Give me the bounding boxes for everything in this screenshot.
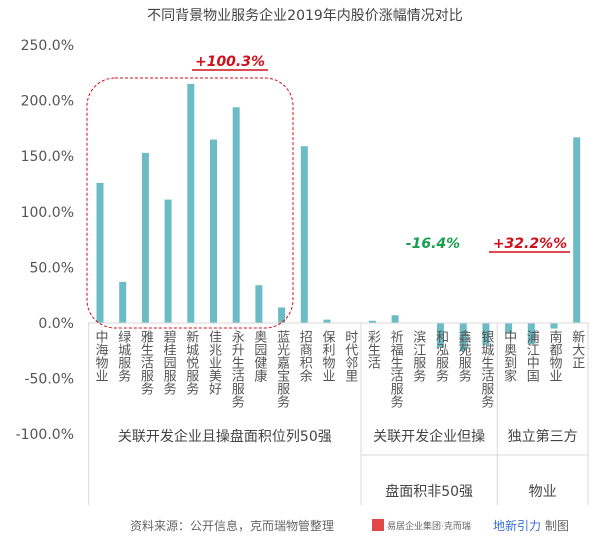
category-label: 绿城服务	[115, 330, 131, 382]
category-label: 招商积余	[297, 330, 313, 382]
bar	[232, 107, 240, 323]
category-label: 保利物业	[320, 330, 336, 382]
category-label: 银城生活服务	[478, 330, 494, 408]
y-tick-label: 200.0%	[21, 94, 74, 110]
annotation-non50: -16.4%	[406, 236, 460, 252]
y-tick-label: 150.0%	[21, 149, 74, 165]
highlight-box	[86, 77, 294, 329]
category-label: 中奥到家	[501, 330, 516, 382]
bar	[164, 199, 172, 323]
bar	[278, 307, 286, 323]
category-label: 新大正	[569, 329, 585, 369]
source-note: 资料来源：公开信息，克而瑞物管整理	[130, 518, 334, 533]
group-label: 关联开发企业但操	[373, 428, 485, 445]
category-label: 和泓服务	[433, 330, 449, 382]
y-tick-label: 0.0%	[38, 316, 74, 332]
bar	[482, 323, 490, 346]
bar	[505, 323, 513, 334]
bar	[550, 323, 558, 329]
category-label: 蓝光嘉宝服务	[274, 330, 290, 408]
group-label: 独立第三方	[508, 428, 578, 445]
bar	[459, 323, 467, 351]
bar	[119, 281, 127, 323]
bar	[187, 83, 195, 323]
logo-icon	[372, 519, 384, 531]
category-label: 碧桂园服务	[161, 330, 177, 395]
category-label: 南都物业	[547, 329, 563, 382]
y-tick-label: -50.0%	[24, 372, 74, 388]
annotation-independent: +32.2%%	[493, 236, 567, 252]
y-tick-label: 100.0%	[21, 205, 74, 221]
group-label: 盘面积非50强	[385, 483, 473, 500]
logo-text: 易居企业集团·克而瑞	[387, 520, 471, 532]
category-label: 彩生活	[365, 330, 381, 369]
category-label: 鑫苑服务	[456, 329, 472, 382]
y-tick-label: 50.0%	[30, 260, 74, 276]
category-label: 雅生活服务	[138, 330, 154, 395]
brand-text: 地新引力	[493, 518, 541, 533]
bar	[437, 323, 444, 348]
bar	[391, 315, 399, 323]
bar	[527, 323, 535, 345]
chart-title: 不同背景物业服务企业2019年内股价涨幅情况对比	[147, 7, 463, 24]
bar	[573, 137, 581, 323]
bar	[323, 319, 331, 323]
category-label: 新城悦服务	[183, 329, 199, 395]
y-tick-label: -100.0%	[16, 427, 74, 443]
bar	[141, 152, 149, 323]
category-label: 浦江中国	[524, 330, 540, 382]
annotation-top50: +100.3%	[195, 54, 265, 70]
group-label: 物业	[529, 484, 557, 500]
bar	[96, 182, 104, 323]
category-label: 奥园健康	[251, 330, 267, 382]
y-tick-label: 250.0%	[21, 38, 74, 54]
bar	[255, 285, 263, 323]
category-label: 永升生活服务	[229, 330, 245, 408]
category-label: 时代邻里	[342, 330, 358, 382]
made-text: 制图	[545, 519, 569, 533]
category-label: 中海物业	[93, 330, 109, 382]
category-label: 祈福生活服务	[388, 330, 404, 408]
bar	[210, 139, 217, 323]
bar	[300, 146, 308, 323]
category-label: 佳兆业美好	[206, 330, 222, 395]
category-label: 滨江服务	[410, 329, 426, 382]
bar	[368, 320, 376, 323]
group-label: 关联开发企业且操盘面积位列50强	[118, 428, 332, 445]
